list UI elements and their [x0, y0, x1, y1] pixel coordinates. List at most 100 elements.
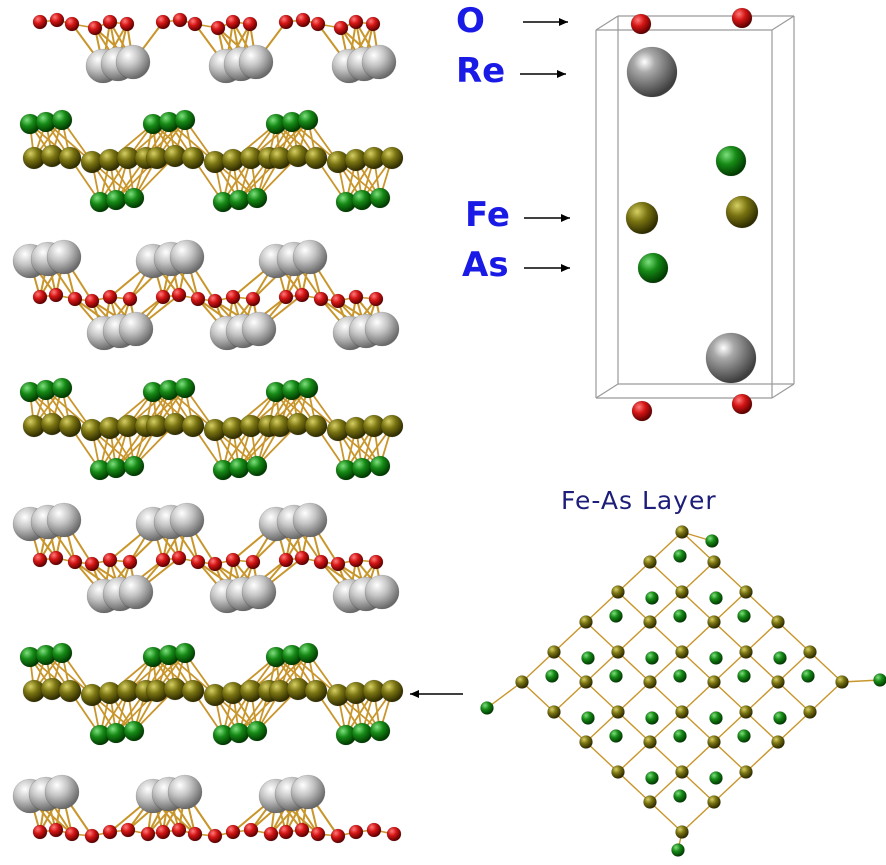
as-atom	[709, 711, 723, 725]
re-atom	[44, 774, 80, 810]
o-atom	[278, 552, 294, 568]
bond	[713, 651, 747, 683]
bond	[745, 591, 779, 623]
fe-atom	[675, 825, 689, 839]
bond	[649, 711, 683, 743]
as-atom	[709, 771, 723, 785]
o-atom	[313, 291, 329, 307]
bond	[649, 801, 683, 833]
o-atom	[313, 554, 329, 570]
bond	[649, 561, 683, 593]
bond	[585, 621, 619, 653]
as-atom	[673, 549, 687, 563]
fe-atom	[707, 675, 721, 689]
o-atom	[32, 552, 48, 568]
fe-atom	[611, 765, 625, 779]
bond	[681, 531, 715, 563]
fe-atom	[58, 679, 82, 703]
bond	[713, 591, 747, 623]
o-atom	[67, 554, 83, 570]
as-atom	[246, 455, 268, 477]
o-atom	[49, 12, 65, 28]
fe-atom	[675, 705, 689, 719]
bond	[777, 711, 811, 743]
bond	[681, 651, 715, 683]
bond	[681, 591, 715, 623]
o-atom	[190, 291, 206, 307]
fe-atom	[707, 795, 721, 809]
fe-atom	[304, 414, 328, 438]
bond	[553, 681, 587, 713]
o-atom	[64, 16, 80, 32]
bond	[617, 561, 651, 593]
bond	[649, 771, 683, 803]
o-atom	[245, 291, 261, 307]
o-atom	[330, 556, 346, 572]
bond	[521, 651, 555, 683]
o-atom	[731, 393, 753, 415]
fe-atom	[579, 675, 593, 689]
o-atom	[630, 13, 652, 35]
fe-atom	[380, 414, 404, 438]
o-atom	[242, 16, 258, 32]
re-atom	[292, 502, 328, 538]
as-atom	[773, 651, 787, 665]
as-atom	[737, 729, 751, 743]
as-atom	[645, 711, 659, 725]
fe-atom	[579, 615, 593, 629]
fe-atom	[725, 195, 759, 229]
feas-layer	[19, 642, 404, 746]
as-atom	[645, 771, 659, 785]
o-atom	[210, 20, 226, 36]
bond	[617, 591, 651, 623]
re-atom	[241, 311, 277, 347]
fe-atom	[771, 735, 785, 749]
fe-atom	[625, 201, 659, 235]
arrow-o	[523, 18, 568, 26]
o-atom	[348, 824, 364, 840]
o-atom	[348, 552, 364, 568]
re-atom	[118, 311, 154, 347]
bond	[649, 681, 683, 713]
o-atom	[294, 550, 310, 566]
o-atom	[333, 20, 349, 36]
bond	[681, 741, 715, 773]
bond	[713, 681, 747, 713]
fe-atom	[547, 705, 561, 719]
fe-atom	[771, 615, 785, 629]
bond	[777, 651, 811, 683]
bond	[809, 681, 843, 713]
fe-atom	[181, 679, 205, 703]
o-atom	[225, 824, 241, 840]
bond	[681, 621, 715, 653]
o-atom	[731, 7, 753, 29]
as-atom	[609, 729, 623, 743]
bond	[617, 741, 651, 773]
as-atom	[174, 377, 196, 399]
as-atom	[715, 145, 747, 177]
as-atom	[123, 455, 145, 477]
o-atom	[207, 828, 223, 844]
o-atom	[187, 16, 203, 32]
o-atom	[294, 822, 310, 838]
as-atom	[673, 729, 687, 743]
as-atom	[105, 189, 127, 211]
as-atom	[105, 722, 127, 744]
fe-atom	[380, 146, 404, 170]
bond	[745, 711, 779, 743]
reo-layer	[12, 774, 402, 844]
o-atom	[84, 828, 100, 844]
o-atom	[278, 14, 294, 30]
as-atom	[228, 189, 250, 211]
fe-atom	[739, 705, 753, 719]
fe-atom	[739, 645, 753, 659]
fe-atom	[739, 585, 753, 599]
arrow-as	[524, 264, 570, 272]
fe-atom	[675, 645, 689, 659]
fe-atom	[643, 615, 657, 629]
bond	[553, 651, 587, 683]
o-atom	[310, 16, 326, 32]
fe-atom	[181, 146, 205, 170]
as-atom	[480, 701, 494, 715]
